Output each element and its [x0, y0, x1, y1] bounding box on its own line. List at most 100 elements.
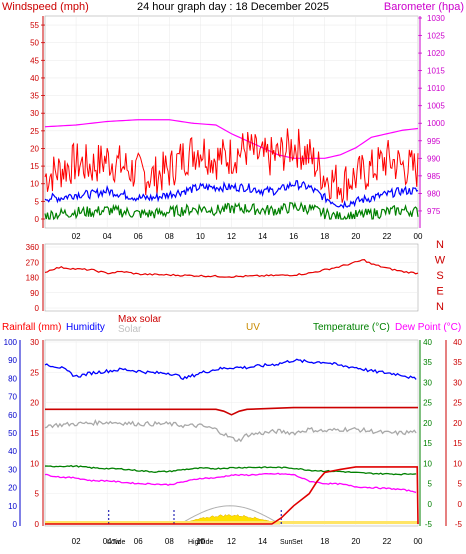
wind-x-tick-label: 08: [165, 232, 174, 241]
legend-temperature-c: Temperature (°C): [313, 322, 390, 333]
wind-tick-label: 15: [30, 162, 39, 171]
temperature-tick-label: -5: [425, 520, 433, 529]
temperature-x-tick-label: 02: [72, 537, 81, 546]
temperature-x-tick-label: 04: [103, 537, 112, 546]
series-humidity: [44, 358, 417, 381]
series-windspeed: [44, 201, 419, 221]
series-rainfall: [45, 466, 419, 525]
barometer-tick-label: 1010: [427, 84, 445, 93]
temperature-tick-label: 5: [428, 480, 433, 489]
legend-solar: Solar: [118, 324, 142, 335]
compass-label: W: [435, 255, 446, 267]
barometer-axis-label: Barometer (hpa): [384, 1, 464, 13]
wind-x-tick-label: 10: [196, 232, 205, 241]
tide-sun-label: High: [188, 539, 203, 546]
compass-label: S: [436, 270, 443, 282]
humidity-tick-label: 80: [8, 374, 17, 383]
wind-x-tick-label: 16: [289, 232, 298, 241]
direction-tick-label: 0: [35, 304, 40, 313]
humidity-tick-label: 0: [13, 520, 18, 529]
rain-tick-label: 10: [30, 459, 39, 468]
wind-x-tick-label: 14: [258, 232, 267, 241]
compass-label: N: [436, 301, 444, 313]
temperature-x-tick-label: 18: [320, 537, 329, 546]
uv-band: [45, 521, 418, 524]
tide-sun-label: Set: [292, 539, 303, 546]
wind-tick-label: 55: [30, 21, 39, 30]
humidity-tick-label: 60: [8, 411, 17, 420]
barometer-tick-label: 1005: [427, 102, 445, 111]
wind-tick-label: 5: [35, 197, 40, 206]
barometer-tick-label: 1020: [427, 49, 445, 58]
wind-tick-label: 30: [30, 109, 39, 118]
legend-dew-point-c: Dew Point (°C): [395, 322, 461, 333]
series-dew-point: [44, 472, 417, 493]
temperature-tick-label: 25: [423, 399, 432, 408]
rain-tick-label: 0: [35, 520, 40, 529]
wind-tick-label: 40: [30, 74, 39, 83]
wind-x-tick-label: 20: [351, 232, 360, 241]
series-gust: [44, 128, 419, 203]
barometer-tick-label: 1030: [427, 14, 445, 23]
chart-title: 24 hour graph day : 18 December 2025: [137, 1, 329, 13]
temperature-tick-label: 35: [423, 358, 432, 367]
compass-label: E: [436, 286, 443, 298]
series-temperature: [44, 464, 417, 476]
solar-arc: [179, 505, 280, 525]
wind-tick-label: 45: [30, 56, 39, 65]
temperature-tick-label: 0: [428, 500, 433, 509]
temperature-tick-label: 30: [423, 378, 432, 387]
dewpoint-tick-label: -5: [455, 520, 463, 529]
wind-tick-label: 10: [30, 180, 39, 189]
dewpoint-tick-label: 35: [453, 358, 462, 367]
wind-x-tick-label: 22: [382, 232, 391, 241]
barometer-tick-label: 1000: [427, 119, 445, 128]
barometer-tick-label: 1015: [427, 67, 445, 76]
series-average-windspeed: [44, 180, 419, 209]
wind-tick-label: 0: [35, 215, 40, 224]
series-max-solar: [45, 406, 418, 416]
series-barometer: [44, 119, 419, 159]
wind-x-tick-label: 04: [103, 232, 112, 241]
temperature-x-tick-label: 08: [165, 537, 174, 546]
barometer-tick-label: 975: [427, 207, 441, 216]
humidity-tick-label: 10: [8, 502, 17, 511]
temperature-x-tick-label: 06: [134, 537, 143, 546]
dewpoint-tick-label: 5: [458, 480, 463, 489]
humidity-tick-label: 90: [8, 356, 17, 365]
dewpoint-tick-label: 15: [453, 439, 462, 448]
dewpoint-tick-label: 20: [453, 419, 462, 428]
tide-sun-label: Tide: [112, 539, 125, 546]
wind-tick-label: 25: [30, 127, 39, 136]
series-wind-direction: [44, 259, 419, 279]
dewpoint-tick-label: 10: [453, 459, 462, 468]
temperature-x-tick-label: 10: [196, 537, 205, 546]
wind-x-tick-label: 06: [134, 232, 143, 241]
humidity-tick-label: 100: [4, 338, 18, 347]
temperature-x-tick-label: 14: [258, 537, 267, 546]
humidity-tick-label: 70: [8, 393, 17, 402]
tide-sun-label: Sun: [280, 539, 293, 546]
barometer-tick-label: 990: [427, 154, 441, 163]
temperature-x-tick-label: 00: [414, 537, 423, 546]
rain-tick-label: 30: [30, 338, 39, 347]
wind-x-tick-label: 00: [414, 232, 423, 241]
wind-tick-label: 50: [30, 39, 39, 48]
humidity-tick-label: 50: [8, 429, 17, 438]
temperature-tick-label: 15: [423, 439, 432, 448]
temperature-x-tick-label: 12: [227, 537, 236, 546]
humidity-tick-label: 20: [8, 484, 17, 493]
legend-uv: UV: [246, 322, 260, 333]
dewpoint-tick-label: 25: [453, 399, 462, 408]
temperature-x-tick-label: 22: [382, 537, 391, 546]
tide-sun-label: Low: [107, 539, 121, 546]
temperature-tick-label: 40: [423, 338, 432, 347]
temperature-x-tick-label: 20: [351, 537, 360, 546]
tide-sun-label: Tide: [200, 539, 213, 546]
barometer-tick-label: 985: [427, 172, 441, 181]
wind-x-tick-label: 12: [227, 232, 236, 241]
wind-tick-label: 20: [30, 144, 39, 153]
dewpoint-tick-label: 40: [453, 338, 462, 347]
humidity-tick-label: 40: [8, 447, 17, 456]
direction-tick-label: 270: [26, 258, 40, 267]
